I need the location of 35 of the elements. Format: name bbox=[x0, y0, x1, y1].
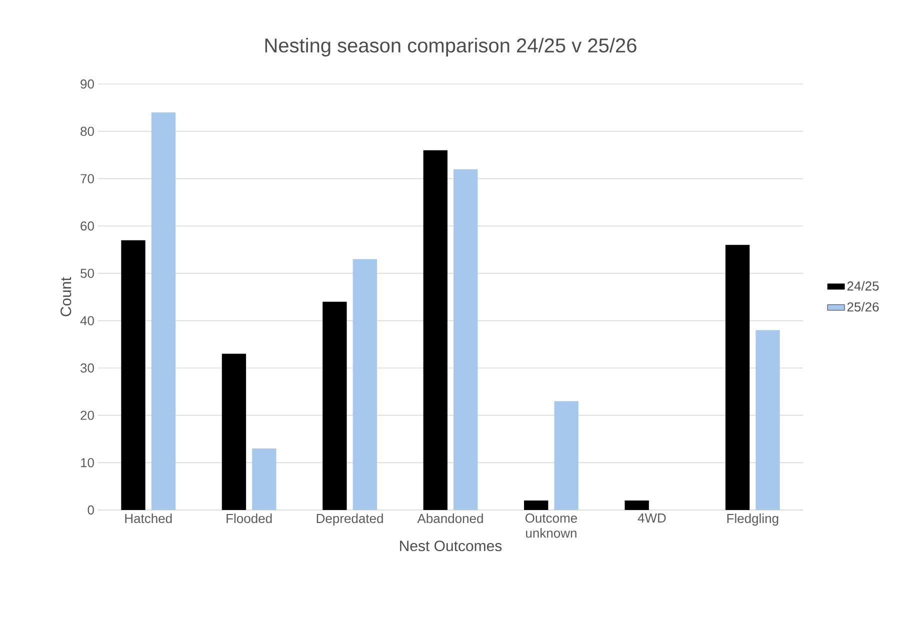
bar bbox=[554, 401, 578, 510]
bar bbox=[222, 354, 246, 510]
y-tick-label: 10 bbox=[81, 458, 94, 468]
bar bbox=[624, 500, 649, 510]
bar bbox=[454, 169, 478, 510]
x-tick-label: Abandoned bbox=[417, 514, 483, 524]
x-tick-label: Hatched bbox=[125, 514, 172, 524]
x-tick-label: 4WD bbox=[638, 514, 666, 522]
y-tick-label: 80 bbox=[80, 126, 94, 136]
bar bbox=[423, 150, 448, 510]
bar bbox=[725, 244, 750, 510]
y-tick-label: 90 bbox=[80, 79, 94, 89]
x-tick-label: Outcome unknown bbox=[525, 514, 578, 538]
chart-title: Nesting season comparison 24/25 v 25/26 bbox=[265, 38, 636, 57]
y-tick-label: 50 bbox=[80, 268, 94, 278]
y-tick-label: 40 bbox=[80, 316, 94, 326]
y-tick-label: 30 bbox=[80, 363, 94, 373]
y-tick-label: 60 bbox=[80, 221, 94, 231]
y-tick-label: 0 bbox=[88, 505, 94, 515]
x-tick-label: Fledgling bbox=[727, 514, 778, 526]
legend-label: 24/25 bbox=[847, 281, 879, 291]
x-tick-label: Flooded bbox=[226, 514, 272, 524]
bar bbox=[151, 112, 176, 510]
legend-label: 25/26 bbox=[847, 302, 879, 312]
y-axis-title: Count bbox=[60, 277, 72, 316]
bar bbox=[121, 240, 146, 510]
y-tick-label: 70 bbox=[80, 174, 94, 184]
y-tick-label: 20 bbox=[80, 410, 94, 420]
bar bbox=[352, 259, 377, 510]
bar bbox=[756, 330, 780, 510]
x-axis-title: Nest Outcomes bbox=[400, 540, 502, 552]
bar bbox=[524, 500, 548, 510]
x-tick-label: Depredated bbox=[316, 514, 383, 526]
bar bbox=[322, 302, 347, 510]
bar bbox=[252, 448, 276, 510]
